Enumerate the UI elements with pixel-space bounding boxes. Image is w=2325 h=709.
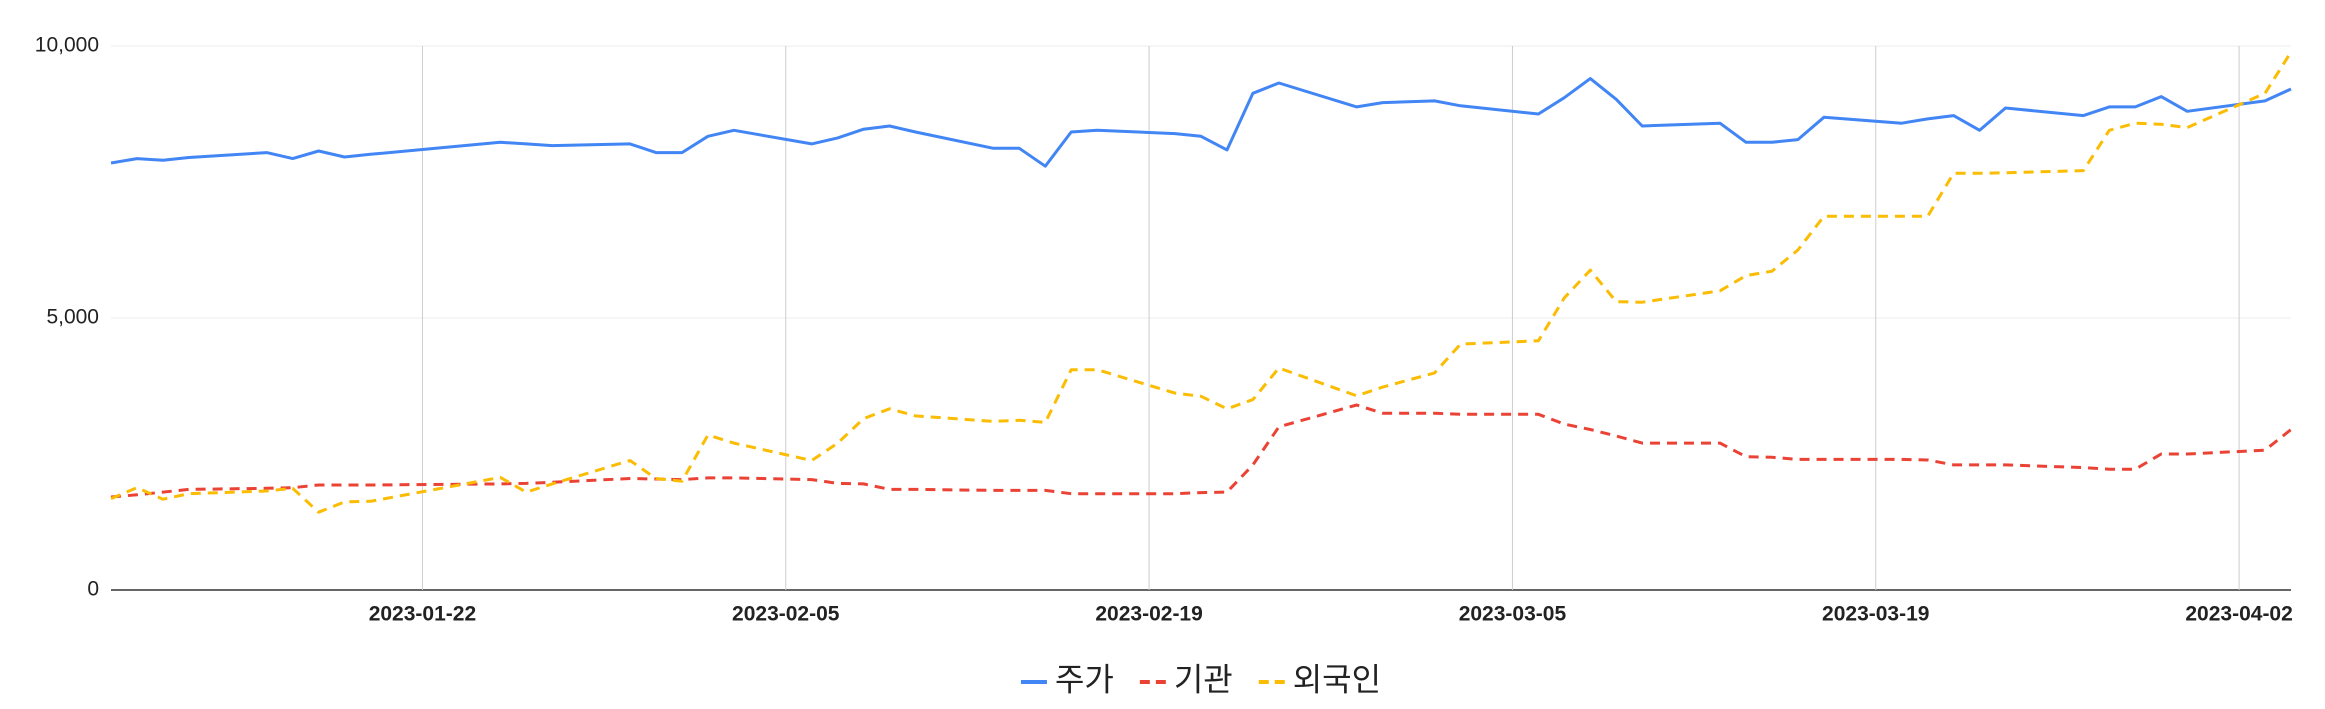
x-tick-label: 2023-02-19 [1095,603,1202,626]
x-tick-label: 2023-03-19 [1822,603,1929,626]
legend: 주가 기관 외국인 [1020,661,1381,697]
x-tick-label: 2023-01-22 [369,603,476,626]
series-line [110,77,2292,168]
x-tick-label: 2023-03-05 [1459,603,1567,626]
legend-label: 주가 [1055,661,1114,697]
legend-label: 외국인 [1293,661,1381,697]
y-tick-label: 10,000 [35,34,99,57]
y-tick-label: 5,000 [46,306,99,329]
legend-label: 기관 [1174,661,1233,697]
series-line [110,51,2293,514]
x-tick-label: 2023-02-05 [732,603,840,626]
y-tick-label: 0 [87,578,99,601]
x-tick-label: 2023-04-02 [2185,603,2292,626]
series-line [110,403,2292,499]
